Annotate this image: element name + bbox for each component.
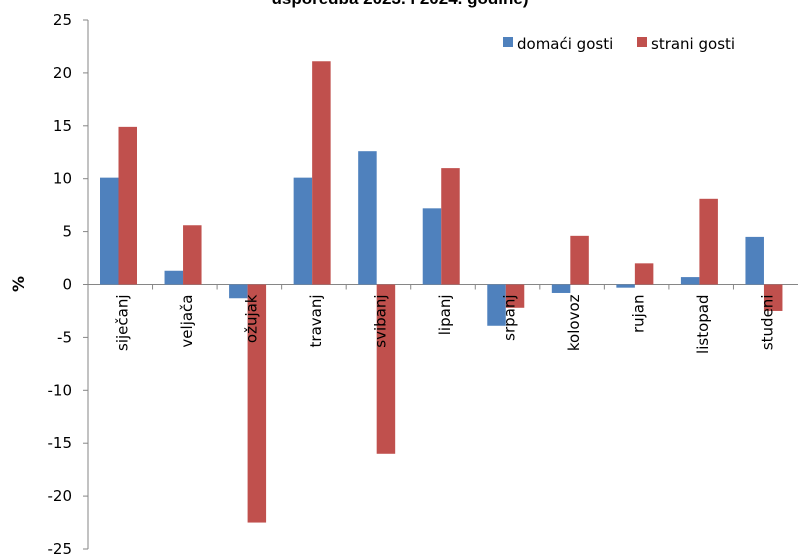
- y-tick-label: -15: [48, 434, 73, 452]
- y-tick-label: 10: [53, 170, 72, 188]
- y-tick-label: 0: [62, 276, 72, 294]
- bar-domestic: [164, 270, 184, 285]
- y-tick-label: 20: [53, 64, 72, 82]
- bar-domestic: [487, 284, 506, 326]
- bar-foreign: [312, 61, 331, 285]
- bar-domestic: [616, 284, 635, 288]
- x-category-label: rujan: [630, 295, 648, 334]
- bar-foreign: [183, 225, 202, 285]
- bar-foreign: [247, 284, 267, 523]
- bar-foreign: [570, 235, 589, 285]
- legend-label: domaći gosti: [517, 35, 613, 53]
- y-tick-label: 15: [53, 117, 72, 135]
- bar-foreign: [505, 284, 525, 308]
- plot-area: 25 20 15 10 5 0 -5 -10 -15 -20 -25 siječanj veljača o…: [48, 11, 798, 556]
- y-axis-label: %: [9, 276, 28, 292]
- bar-domestic: [229, 284, 248, 299]
- bar-domestic: [422, 208, 442, 285]
- bar-domestic: [358, 151, 377, 285]
- bar-foreign: [634, 263, 654, 285]
- x-category-label: ožujak: [242, 294, 260, 343]
- bar-domestic: [293, 177, 313, 285]
- y-tick-label: -10: [48, 381, 73, 399]
- x-category-label: listopad: [694, 295, 712, 354]
- x-category-label: lipanj: [436, 295, 454, 336]
- y-tick-label: -25: [48, 540, 73, 556]
- x-category-label: studeni: [759, 295, 777, 351]
- y-tick-label: -20: [48, 487, 73, 505]
- x-category-label: siječanj: [113, 295, 131, 352]
- x-category-label: veljača: [178, 295, 196, 348]
- y-tick-label: 5: [62, 223, 72, 241]
- x-category-label: travanj: [307, 295, 325, 348]
- bar-domestic: [680, 277, 700, 285]
- bar-foreign: [376, 284, 396, 454]
- x-category-label: kolovoz: [565, 294, 583, 351]
- bar-foreign: [763, 284, 783, 311]
- x-category-label: srpanj: [501, 295, 519, 341]
- legend-swatch: [637, 37, 647, 47]
- chart-title: usporedba 2023. i 2024. godine): [272, 0, 529, 8]
- x-category-label: svibanj: [371, 295, 389, 348]
- y-tick-label: -5: [57, 328, 72, 346]
- legend: domaći gosti strani gosti: [503, 35, 735, 53]
- bar-foreign: [441, 168, 460, 285]
- bar-domestic: [100, 177, 119, 285]
- legend-label: strani gosti: [651, 35, 735, 53]
- legend-swatch: [503, 37, 513, 47]
- bar-domestic: [745, 236, 764, 285]
- bar-foreign: [118, 126, 137, 285]
- bar-foreign: [699, 198, 718, 285]
- y-tick-label: 25: [53, 11, 72, 29]
- bar-domestic: [551, 284, 571, 293]
